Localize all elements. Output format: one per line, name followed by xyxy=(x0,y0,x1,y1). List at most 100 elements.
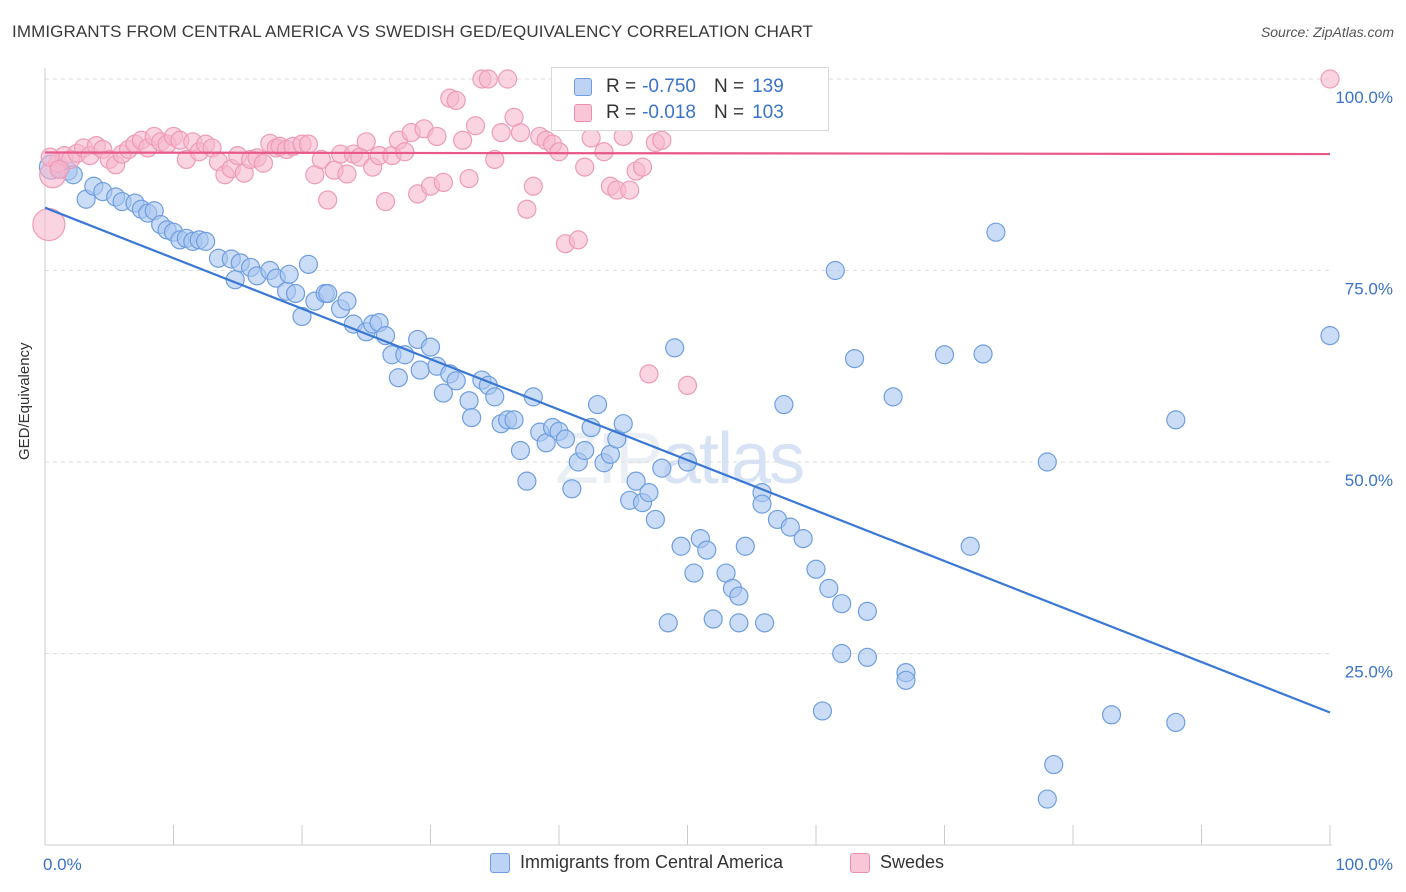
point-immigrants xyxy=(196,231,216,251)
point-swedes xyxy=(632,157,653,177)
point-swedes xyxy=(1320,69,1340,89)
point-immigrants xyxy=(1044,754,1064,775)
point-immigrants xyxy=(1037,452,1057,472)
point-immigrants xyxy=(462,407,482,428)
point-swedes xyxy=(620,180,640,200)
point-immigrants xyxy=(806,559,826,579)
y-tick-label: 100.0% xyxy=(1335,88,1393,107)
point-swedes xyxy=(459,168,479,189)
point-immigrants xyxy=(973,344,993,364)
bottom-legend-swatch-pink xyxy=(850,852,870,873)
point-immigrants xyxy=(934,345,955,365)
point-swedes xyxy=(498,69,518,89)
point-immigrants xyxy=(555,429,576,449)
point-immigrants xyxy=(613,414,633,434)
point-immigrants xyxy=(1037,789,1057,809)
point-immigrants xyxy=(446,371,466,391)
point-immigrants xyxy=(298,254,319,274)
legend-n-label: N = xyxy=(713,76,745,97)
point-swedes xyxy=(375,191,396,212)
point-swedes xyxy=(427,126,447,147)
point-immigrants xyxy=(960,536,980,556)
point-immigrants xyxy=(626,471,646,491)
bottom-legend-immigrants[interactable]: Immigrants from Central America xyxy=(490,852,783,873)
point-immigrants xyxy=(1101,705,1122,725)
point-immigrants xyxy=(285,283,306,304)
legend-swatch-pink xyxy=(574,104,592,122)
bottom-legend-label: Swedes xyxy=(880,852,945,872)
point-immigrants xyxy=(825,260,845,281)
point-swedes xyxy=(485,149,505,170)
trend-lines xyxy=(44,151,1331,714)
point-immigrants xyxy=(639,483,659,503)
legend-row-immigrants: R = -0.750 N = 139 xyxy=(574,75,784,99)
legend-n-label: N = xyxy=(713,102,745,123)
point-immigrants xyxy=(318,283,338,304)
point-swedes xyxy=(677,375,698,395)
point-immigrants xyxy=(645,509,665,530)
point-swedes xyxy=(395,142,415,162)
chart-title: IMMIGRANTS FROM CENTRAL AMERICA VS SWEDI… xyxy=(12,22,814,41)
point-immigrants xyxy=(729,613,749,633)
point-swedes xyxy=(446,90,466,111)
legend-swatch-blue xyxy=(574,78,592,96)
point-immigrants xyxy=(986,222,1006,242)
point-immigrants xyxy=(575,440,595,461)
y-tick-label: 75.0% xyxy=(1345,280,1393,299)
point-immigrants xyxy=(410,360,430,380)
bottom-legend-swedes[interactable]: Swedes xyxy=(850,852,944,873)
source-credit: Source: ZipAtlas.com xyxy=(1260,24,1394,40)
point-immigrants xyxy=(857,647,878,667)
point-immigrants xyxy=(504,410,524,430)
point-immigrants xyxy=(774,394,794,415)
point-swedes xyxy=(594,142,614,162)
point-immigrants xyxy=(735,536,755,556)
point-immigrants xyxy=(752,494,772,514)
point-immigrants xyxy=(658,613,678,633)
point-immigrants xyxy=(292,306,312,327)
trendline-swedes xyxy=(44,151,1331,156)
point-immigrants xyxy=(433,383,453,403)
point-immigrants xyxy=(780,517,800,537)
point-swedes xyxy=(337,164,357,184)
tick-labels: 25.0% 50.0% 75.0% 100.0% 0.0% 100.0% xyxy=(43,88,1393,874)
legend-r-value: -0.750 xyxy=(642,76,696,97)
point-immigrants xyxy=(697,540,717,560)
point-immigrants xyxy=(812,701,833,721)
point-immigrants xyxy=(459,391,479,411)
axes xyxy=(44,68,1332,846)
point-swedes xyxy=(433,172,453,193)
point-swedes xyxy=(356,132,376,152)
legend-n-value: 103 xyxy=(752,102,784,123)
x-tick-label: 100.0% xyxy=(1335,855,1393,874)
y-tick-label: 25.0% xyxy=(1345,663,1393,682)
point-immigrants xyxy=(517,471,537,491)
point-swedes xyxy=(49,159,69,179)
bottom-legend-swatch-blue xyxy=(490,852,510,873)
point-swedes xyxy=(298,134,319,154)
point-swedes xyxy=(575,157,595,177)
legend-box: R = -0.750 N = 139 R = -0.018 N = 103 xyxy=(551,67,829,131)
y-tick-label: 50.0% xyxy=(1345,471,1393,490)
point-swedes xyxy=(253,153,274,173)
point-immigrants xyxy=(896,670,916,690)
point-swedes xyxy=(523,176,543,196)
point-swedes xyxy=(510,123,531,143)
point-swedes xyxy=(652,130,672,150)
point-swedes xyxy=(318,190,338,210)
point-swedes xyxy=(568,230,588,250)
point-immigrants xyxy=(652,458,672,478)
point-swedes xyxy=(517,199,537,219)
point-immigrants xyxy=(671,536,691,556)
point-immigrants xyxy=(832,594,852,614)
point-swedes xyxy=(453,130,473,150)
point-immigrants xyxy=(793,528,813,549)
point-swedes xyxy=(639,364,659,384)
point-immigrants xyxy=(1166,712,1186,733)
point-immigrants xyxy=(1320,326,1340,346)
point-swedes xyxy=(311,149,331,170)
point-immigrants xyxy=(485,387,505,407)
point-swedes xyxy=(491,123,511,143)
point-immigrants xyxy=(510,440,531,461)
